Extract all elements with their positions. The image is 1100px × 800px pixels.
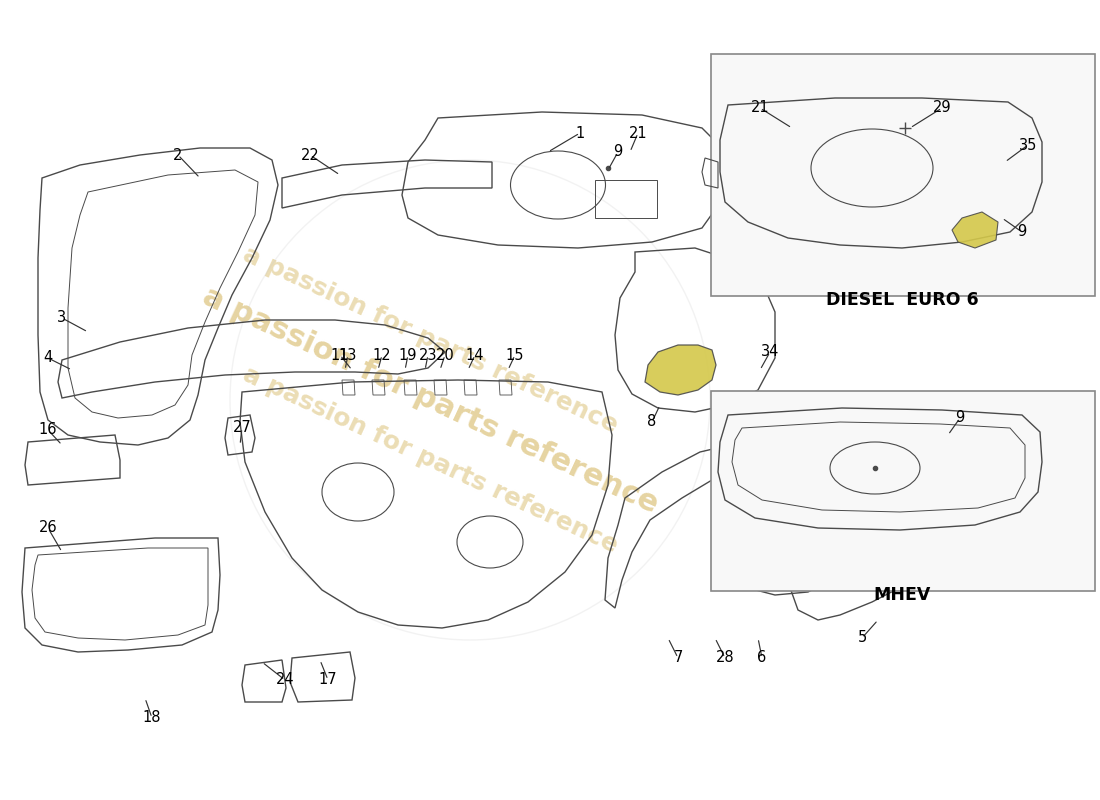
Text: 16: 16 — [39, 422, 57, 438]
Text: a passion for parts reference: a passion for parts reference — [239, 362, 622, 558]
Text: 20: 20 — [436, 347, 454, 362]
Text: 29: 29 — [933, 101, 952, 115]
Text: 34: 34 — [761, 345, 779, 359]
Polygon shape — [645, 345, 716, 395]
Text: 23: 23 — [419, 347, 438, 362]
Text: 21: 21 — [629, 126, 647, 141]
Text: a passion for parts reference: a passion for parts reference — [239, 242, 622, 438]
Text: 14: 14 — [465, 347, 484, 362]
Text: 9: 9 — [956, 410, 965, 426]
Text: 11: 11 — [331, 347, 350, 362]
Text: 8: 8 — [648, 414, 657, 430]
Text: 3: 3 — [57, 310, 67, 326]
Text: 28: 28 — [716, 650, 735, 666]
Text: 13: 13 — [339, 347, 358, 362]
Text: 2: 2 — [174, 147, 183, 162]
Text: 19: 19 — [398, 347, 417, 362]
Text: 9: 9 — [1018, 225, 1026, 239]
Text: 4: 4 — [43, 350, 53, 366]
Text: 9: 9 — [614, 145, 623, 159]
Text: 22: 22 — [300, 147, 319, 162]
Text: 12: 12 — [373, 347, 392, 362]
Text: 21: 21 — [750, 101, 769, 115]
Polygon shape — [952, 212, 998, 248]
FancyBboxPatch shape — [711, 391, 1094, 591]
Text: 18: 18 — [143, 710, 162, 726]
Text: 26: 26 — [39, 521, 57, 535]
Text: 24: 24 — [276, 673, 295, 687]
Text: MHEV: MHEV — [873, 586, 931, 604]
Text: 1: 1 — [575, 126, 584, 141]
Text: 5: 5 — [857, 630, 867, 646]
Text: 6: 6 — [758, 650, 767, 666]
Text: DIESEL  EURO 6: DIESEL EURO 6 — [826, 291, 978, 309]
Text: 35: 35 — [1019, 138, 1037, 153]
FancyBboxPatch shape — [711, 54, 1094, 296]
Text: a passion for parts reference: a passion for parts reference — [198, 282, 662, 518]
Text: 17: 17 — [319, 673, 338, 687]
Text: 15: 15 — [506, 347, 525, 362]
Text: 7: 7 — [673, 650, 683, 666]
Text: 27: 27 — [232, 421, 252, 435]
